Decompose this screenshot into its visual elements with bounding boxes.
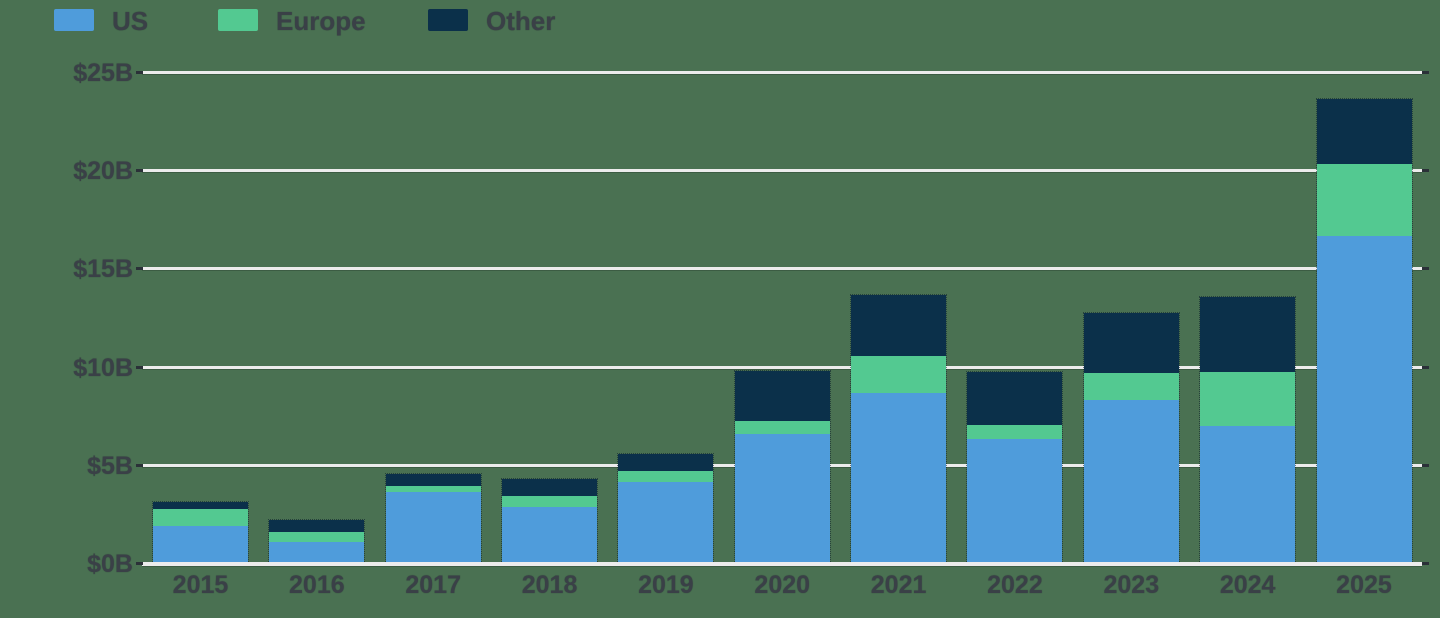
axis-tick-right-mark xyxy=(1422,365,1429,369)
axis-tick-right-mark xyxy=(1422,169,1429,173)
axis-tick-left-mark xyxy=(136,267,143,271)
bar-segment-2020-europe xyxy=(734,420,830,435)
bar-segment-2021-us xyxy=(851,393,947,563)
chart-legend: US Europe Other xyxy=(0,0,1440,44)
gridline xyxy=(142,169,1422,173)
x-axis-tick-label: 2018 xyxy=(521,571,578,599)
y-axis-tick-label: $10B xyxy=(73,353,133,382)
axis-tick-right-mark xyxy=(1422,562,1429,565)
bar-2021 xyxy=(850,293,948,564)
x-axis-tick-label: 2024 xyxy=(1219,571,1276,599)
y-axis-tick-label: $15B xyxy=(73,255,133,284)
axis-tick-left-mark xyxy=(136,169,143,173)
bar-segment-2023-us xyxy=(1083,399,1179,563)
bar-2019 xyxy=(617,452,715,564)
bar-segment-2018-other xyxy=(502,478,598,497)
legend-label-europe: Europe xyxy=(276,6,366,36)
y-axis-tick-label: $25B xyxy=(73,59,133,87)
bar-segment-2021-europe xyxy=(851,355,947,394)
bar-segment-2018-europe xyxy=(502,496,598,508)
bar-segment-2025-other xyxy=(1316,99,1412,165)
bar-segment-2016-europe xyxy=(269,531,365,543)
bar-segment-2016-other xyxy=(269,519,365,532)
y-axis-tick-label: $0B xyxy=(87,550,133,578)
bar-segment-2015-other xyxy=(153,502,248,509)
bar-segment-2017-other xyxy=(385,473,481,487)
bar-2015 xyxy=(152,501,249,564)
bar-segment-2019-other xyxy=(618,453,714,471)
gridline xyxy=(142,71,1422,74)
legend-label-other: Other xyxy=(486,6,556,36)
gridline xyxy=(142,365,1422,369)
axis-tick-right-mark xyxy=(1422,71,1429,74)
x-axis-tick-label: 2023 xyxy=(1103,571,1160,599)
bar-segment-2016-us xyxy=(269,542,365,563)
bar-segment-2024-us xyxy=(1200,425,1296,563)
bar-segment-2020-us xyxy=(734,434,830,563)
bar-2022 xyxy=(966,371,1064,564)
bar-segment-2020-other xyxy=(734,370,830,421)
legend-label-us: US xyxy=(112,6,149,36)
legend-swatch-europe xyxy=(218,9,258,31)
x-axis-tick-label: 2020 xyxy=(754,571,811,599)
bar-segment-2022-europe xyxy=(967,424,1063,440)
x-axis-tick-label: 2025 xyxy=(1336,571,1392,599)
y-axis-tick-label: $5B xyxy=(87,451,133,480)
bar-segment-2015-us xyxy=(153,525,248,563)
axis-tick-right-mark xyxy=(1422,463,1429,467)
bar-segment-2025-europe xyxy=(1316,164,1412,236)
bar-2024 xyxy=(1199,295,1297,564)
gridline xyxy=(142,267,1422,271)
bar-2016 xyxy=(268,518,366,564)
x-axis-tick-label: 2021 xyxy=(870,571,927,599)
bar-segment-2022-other xyxy=(967,372,1063,425)
x-axis-tick-label: 2016 xyxy=(289,571,345,599)
axis-tick-left-mark xyxy=(136,463,143,467)
bar-segment-2015-europe xyxy=(153,508,248,526)
x-axis-tick-label: 2015 xyxy=(172,571,229,599)
bar-segment-2023-other xyxy=(1083,312,1179,374)
x-axis-baseline xyxy=(142,562,1422,566)
bar-segment-2024-europe xyxy=(1200,371,1296,426)
bar-2018 xyxy=(501,477,599,564)
x-axis-tick-label: 2019 xyxy=(638,571,694,599)
x-axis-tick-label: 2022 xyxy=(987,571,1043,599)
bar-segment-2022-us xyxy=(967,439,1063,563)
y-axis-tick-label: $20B xyxy=(73,157,133,186)
bar-2025 xyxy=(1315,98,1413,564)
axis-tick-left-mark xyxy=(136,562,143,565)
bar-segment-2021-other xyxy=(851,294,947,356)
axis-tick-left-mark xyxy=(136,71,143,74)
bar-segment-2023-europe xyxy=(1083,373,1179,400)
bar-segment-2017-europe xyxy=(385,486,481,493)
bar-segment-2025-us xyxy=(1316,235,1412,563)
bar-segment-2024-other xyxy=(1200,296,1296,372)
legend-swatch-other xyxy=(428,9,468,31)
legend-swatch-us xyxy=(54,9,94,31)
bar-2023 xyxy=(1082,311,1180,564)
bar-segment-2019-europe xyxy=(618,470,714,483)
axis-tick-right-mark xyxy=(1422,267,1429,271)
bar-segment-2018-us xyxy=(502,507,598,563)
axis-tick-left-mark xyxy=(136,365,143,369)
bar-segment-2019-us xyxy=(618,482,714,563)
bar-2020 xyxy=(733,369,831,564)
x-axis-tick-label: 2017 xyxy=(405,571,461,599)
bar-2017 xyxy=(384,472,482,564)
bar-segment-2017-us xyxy=(385,492,481,563)
